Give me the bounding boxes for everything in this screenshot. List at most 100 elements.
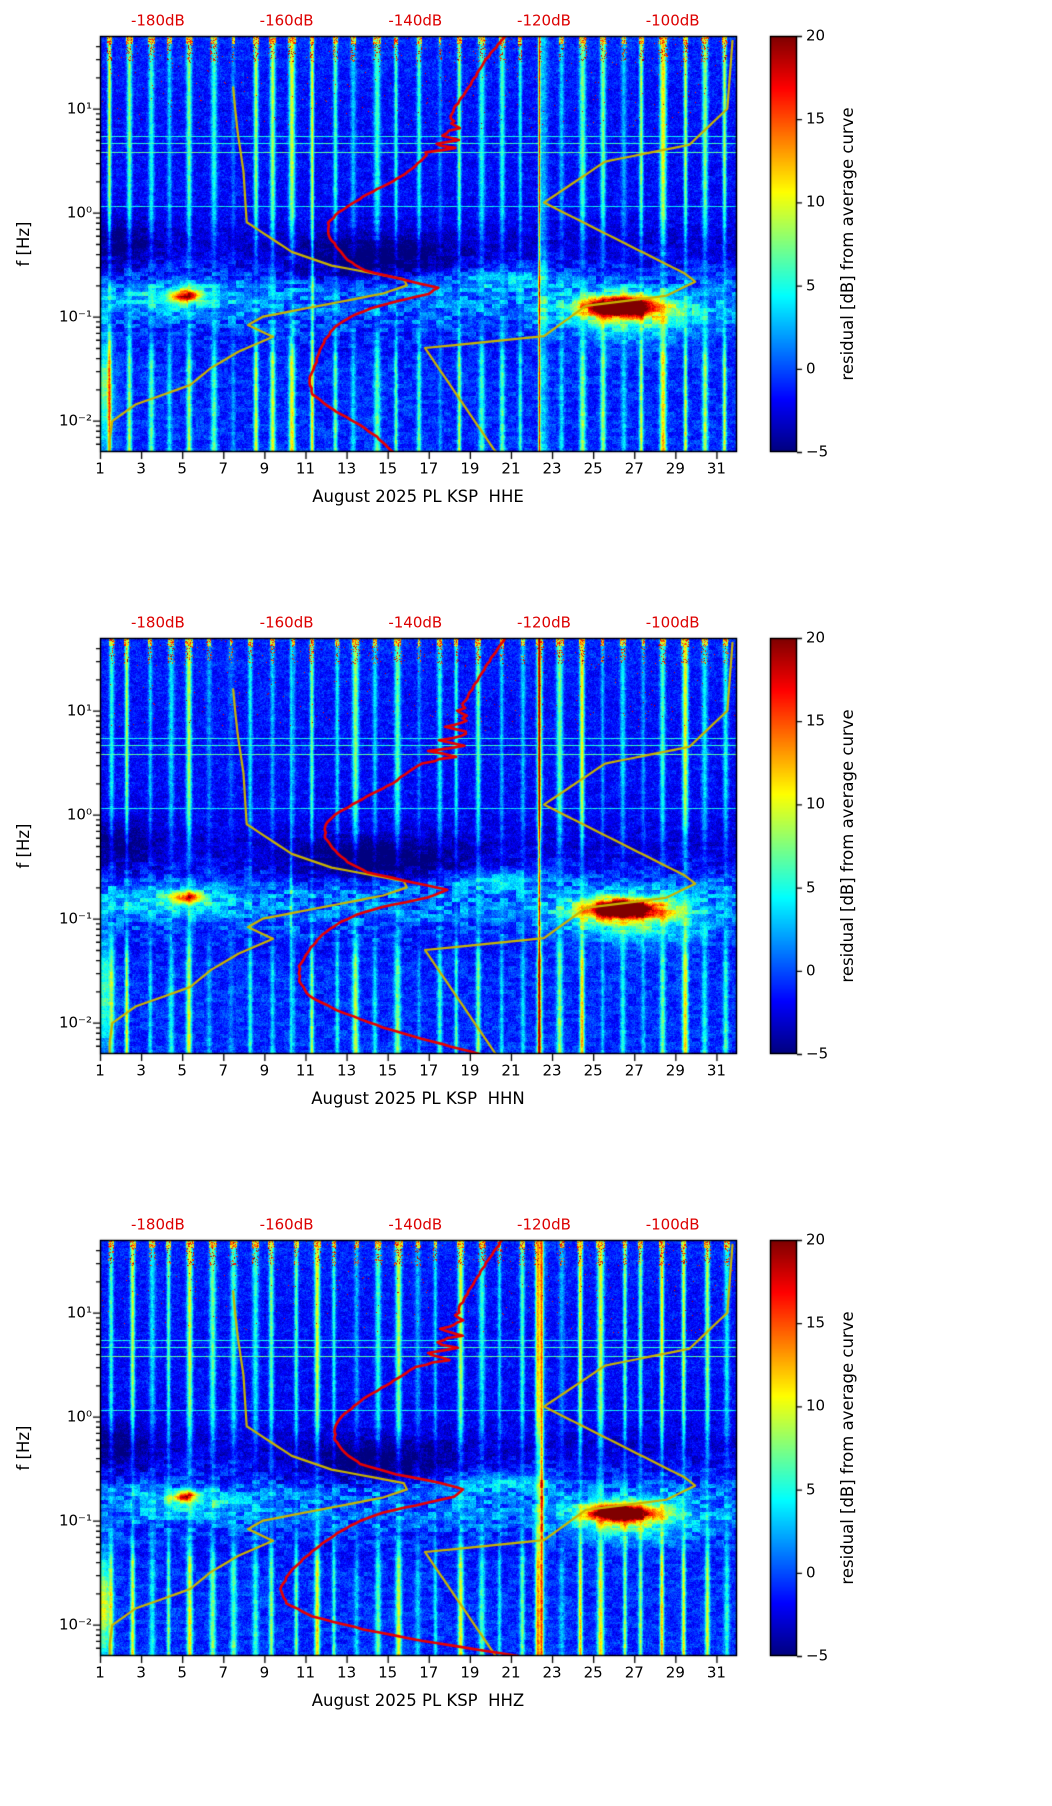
x-tick-label: 9 [259,1663,270,1682]
x-tick-label: 7 [218,459,229,478]
top-db-label: -140dB [388,11,443,30]
y-tick-label: 10⁻¹ [58,307,92,326]
x-axis-label: August 2025 PL KSP HHZ [311,1690,525,1710]
x-tick-label: 27 [624,1663,644,1682]
colorbar-tick-label: −5 [806,1646,829,1665]
colorbar-tick-label: 20 [806,26,826,45]
x-tick-label: 21 [501,1061,521,1080]
y-axis-label: f [Hz] [13,1425,33,1471]
colorbar-gradient [770,638,797,1054]
colorbar-label: residual [dB] from average curve [837,709,857,983]
colorbar-tick-label: −5 [806,1044,829,1063]
spectrogram-image [100,638,737,1054]
x-tick-label: 9 [259,1061,270,1080]
x-tick-label: 17 [419,1663,439,1682]
x-tick-label: 7 [218,1663,229,1682]
colorbar-tick-label: −5 [806,442,829,461]
colorbar-label: residual [dB] from average curve [837,1311,857,1585]
y-tick-label: 10¹ [66,1303,92,1322]
x-tick-label: 3 [136,1061,146,1080]
top-db-label: -100dB [645,613,700,632]
colorbar-tick-label: 10 [806,794,826,813]
y-tick-label: 10¹ [66,99,92,118]
x-axis-label: August 2025 PL KSP HHE [312,486,524,506]
x-tick-label: 9 [259,459,270,478]
x-tick-label: 5 [177,1061,187,1080]
x-tick-label: 29 [665,459,685,478]
colorbar-tick-label: 10 [806,1396,826,1415]
top-db-label: -160dB [259,1215,314,1234]
x-tick-label: 21 [501,1663,521,1682]
top-db-label: -180dB [130,1215,185,1234]
y-tick-label: 10⁻¹ [58,1511,92,1530]
top-db-label: -120dB [517,613,571,632]
colorbar-tick-label: 15 [806,109,826,128]
y-tick-label: 10⁻¹ [58,909,92,928]
colorbar-tick-label: 15 [806,711,826,730]
y-tick-label: 10⁰ [66,1407,92,1426]
top-db-label: -120dB [517,1215,571,1234]
colorbar-gradient [770,36,797,452]
x-tick-label: 3 [136,1663,146,1682]
y-tick-label: 10⁻² [58,1013,92,1032]
x-tick-label: 13 [337,459,357,478]
colorbar-tick-label: 5 [806,1480,816,1499]
x-tick-label: 15 [378,1061,398,1080]
x-tick-label: 27 [624,459,644,478]
x-tick-label: 31 [706,459,726,478]
colorbar-tick-label: 10 [806,192,826,211]
x-tick-label: 1 [95,1663,105,1682]
x-tick-label: 25 [583,1663,603,1682]
x-tick-label: 29 [665,1061,685,1080]
spectrogram-image [100,1240,737,1656]
colorbar-gradient [770,1240,797,1656]
top-db-label: -180dB [130,613,185,632]
top-db-label: -140dB [388,613,443,632]
x-tick-label: 11 [295,1663,316,1682]
top-db-label: -120dB [517,11,571,30]
x-tick-label: 11 [295,459,316,478]
x-tick-label: 19 [460,459,480,478]
colorbar-label: residual [dB] from average curve [837,107,857,381]
top-db-label: -140dB [388,1215,443,1234]
y-tick-label: 10¹ [66,701,92,720]
x-tick-label: 5 [177,1663,187,1682]
colorbar-tick-label: 0 [806,359,816,378]
x-tick-label: 13 [337,1061,357,1080]
top-db-label: -100dB [645,1215,700,1234]
x-tick-label: 15 [378,459,398,478]
x-tick-label: 25 [583,459,603,478]
y-axis-label: f [Hz] [13,823,33,869]
x-tick-label: 27 [624,1061,644,1080]
x-tick-label: 13 [337,1663,357,1682]
x-tick-label: 5 [177,459,187,478]
y-tick-label: 10⁻² [58,411,92,430]
y-tick-label: 10⁰ [66,203,92,222]
spectrogram-panel-hhz: 10⁻² 10⁻¹ 10⁰ 10¹ 1 3 5 7 9 11 13 15 17 19 21 23 25 27 29 3… [0,1204,1052,1806]
x-tick-label: 11 [295,1061,316,1080]
colorbar-tick-label: 20 [806,628,826,647]
y-axis-label: f [Hz] [13,221,33,267]
colorbar-tick-label: 5 [806,276,816,295]
colorbar-tick-label: 15 [806,1313,826,1332]
top-db-label: -160dB [259,11,314,30]
x-tick-label: 1 [95,459,105,478]
colorbar-tick-label: 0 [806,1563,816,1582]
x-tick-label: 23 [542,1061,562,1080]
x-tick-label: 19 [460,1061,480,1080]
x-axis-label: August 2025 PL KSP HHN [311,1088,525,1108]
colorbar-tick-label: 5 [806,878,816,897]
x-tick-label: 25 [583,1061,603,1080]
x-tick-label: 29 [665,1663,685,1682]
x-tick-label: 31 [706,1663,726,1682]
x-tick-label: 19 [460,1663,480,1682]
colorbar-tick-label: 20 [806,1230,826,1249]
x-tick-label: 1 [95,1061,105,1080]
x-tick-label: 15 [378,1663,398,1682]
spectrogram-panel-hhn: 10⁻² 10⁻¹ 10⁰ 10¹ 1 3 5 7 9 11 13 15 17 19 21 23 25 27 29 3… [0,602,1052,1204]
y-tick-label: 10⁻² [58,1615,92,1634]
spectrogram-panel-hhe: 10⁻² 10⁻¹ 10⁰ 10¹ 1 3 5 7 9 11 13 15 17 19 21 23 25 27 29 3… [0,0,1052,602]
colorbar-tick-label: 0 [806,961,816,980]
x-tick-label: 17 [419,1061,439,1080]
